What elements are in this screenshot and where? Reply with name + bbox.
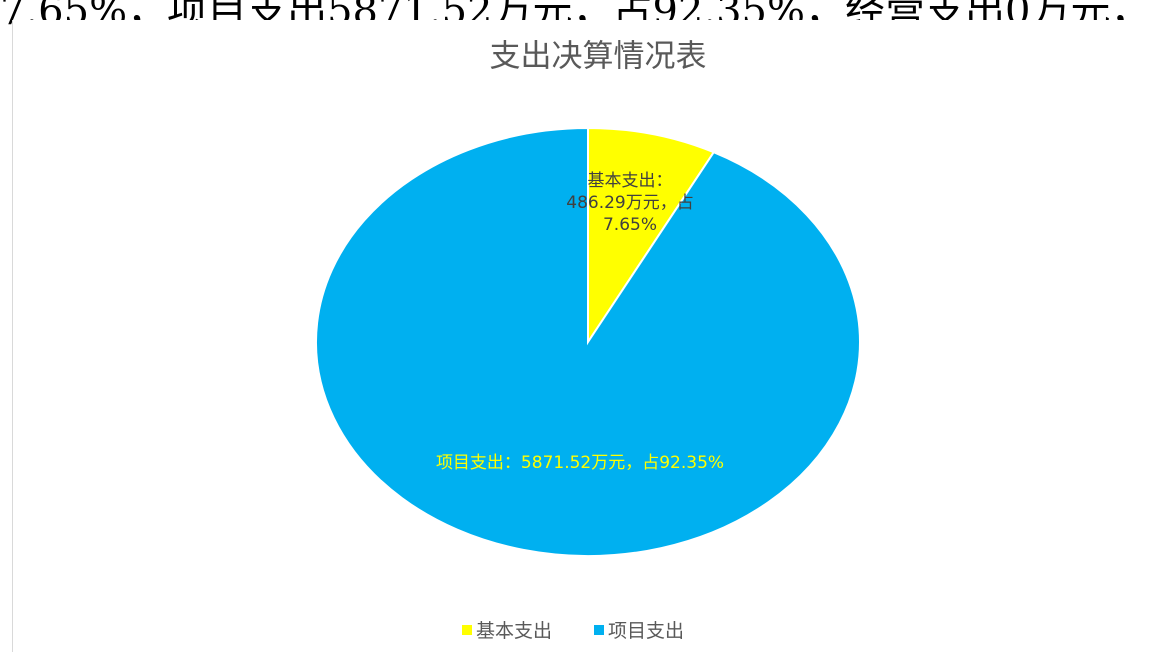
data-label: 项目支出：5871.52万元，占92.35%	[435, 453, 725, 473]
chart-title: 支出决算情况表	[490, 39, 707, 75]
pie-slice	[315, 126, 861, 557]
legend-swatch	[462, 624, 472, 635]
legend-label: 基本支出	[476, 620, 553, 642]
data-label: 基本支出：486.29万元，占7.65%	[566, 171, 694, 235]
legend-label: 项目支出	[608, 620, 685, 642]
legend-item: 基本支出	[462, 616, 552, 643]
legend-swatch	[594, 624, 604, 635]
legend-item: 项目支出	[594, 616, 684, 643]
pie-slice	[587, 126, 716, 346]
